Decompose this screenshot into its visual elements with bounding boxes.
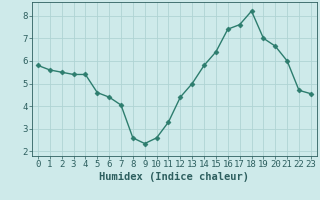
X-axis label: Humidex (Indice chaleur): Humidex (Indice chaleur) (100, 172, 249, 182)
